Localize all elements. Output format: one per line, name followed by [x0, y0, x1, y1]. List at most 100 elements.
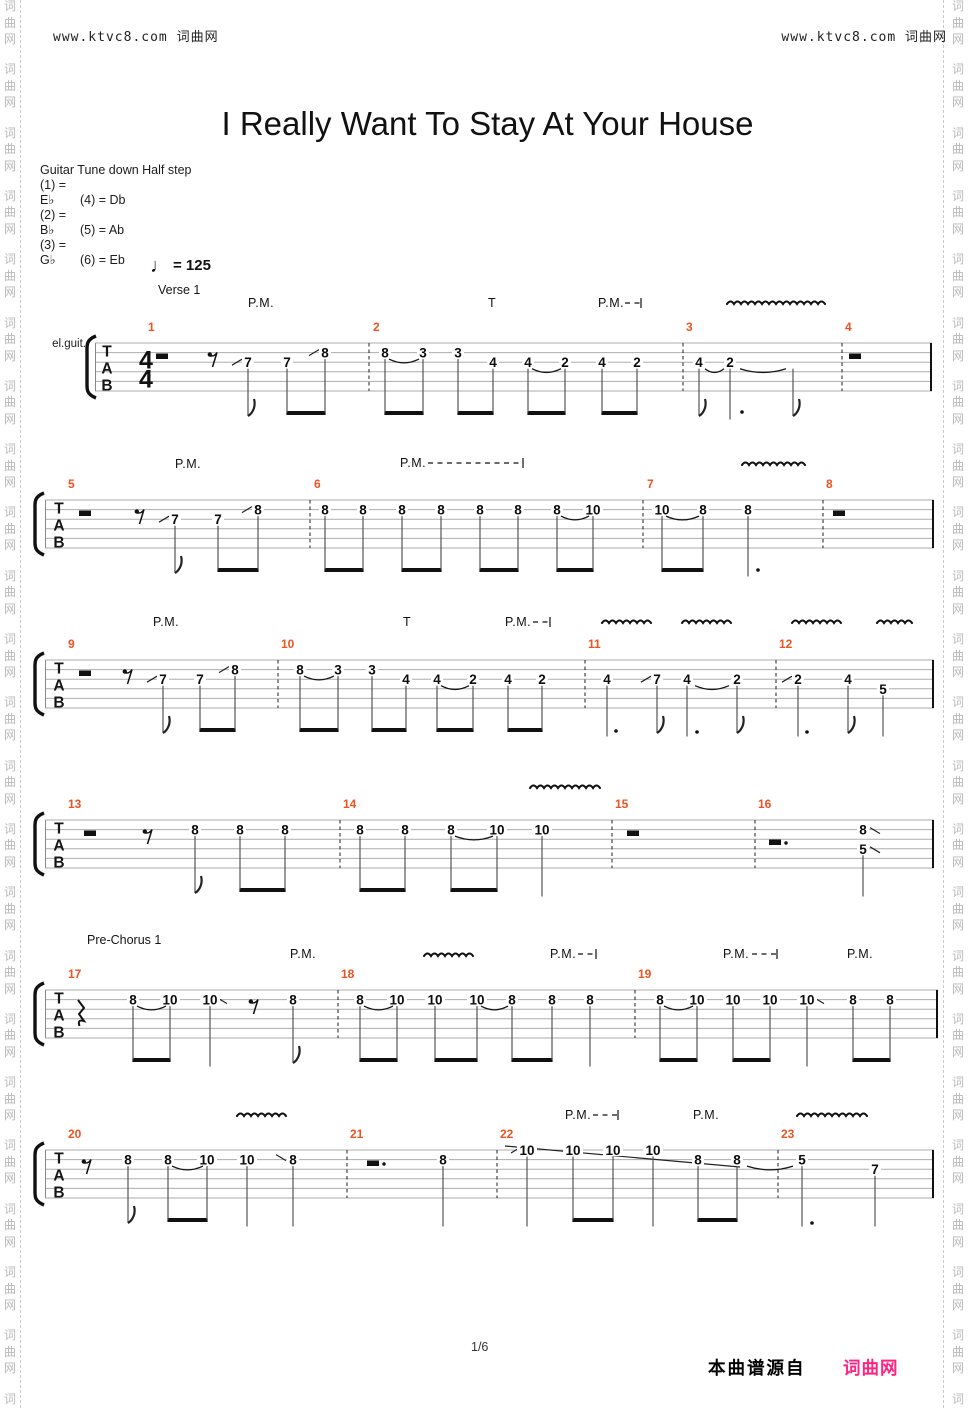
fret-number-bg: [692, 1153, 704, 1166]
tab-clef-letter: B: [53, 695, 64, 712]
fret-number-bg: [474, 503, 486, 516]
watermark-char: 网: [4, 1234, 17, 1249]
fret-number-bg: [160, 993, 180, 1006]
watermark-char: 曲: [4, 1281, 17, 1296]
vibrato-squiggle: [795, 1112, 869, 1118]
measure-number: 15: [615, 797, 629, 811]
watermark-char: 曲: [952, 775, 965, 790]
fret-number-bg: [601, 673, 613, 686]
tab-staff: TAB 20 21 22 23 8 8 10 10 8 8 10 10 10 10 8 8 5 7 P.M. P.M.: [33, 1108, 934, 1227]
fret-number: 8: [129, 993, 137, 1008]
watermark-char: 网: [952, 1234, 965, 1249]
tempo-marking: ♩ = 125: [150, 255, 211, 277]
fret-number: 10: [762, 993, 777, 1008]
tab-clef-letter: T: [54, 821, 64, 838]
fret-number-bg: [502, 673, 514, 686]
watermark-char: 词: [952, 948, 965, 963]
watermark-char: 曲: [4, 142, 17, 157]
fret-number-bg: [281, 356, 293, 369]
fret-number-bg: [197, 1153, 217, 1166]
tie: [440, 685, 470, 691]
eighth-flag: [736, 715, 745, 734]
tie: [388, 358, 420, 364]
vibrato-squiggle: [725, 300, 827, 306]
tuning-block: Guitar Tune down Half step (1) = E♭ (4) =…: [40, 163, 191, 268]
slide-in-mark: [640, 675, 652, 683]
watermark-char: 网: [952, 411, 965, 426]
rest-dot: [784, 841, 788, 845]
beam: [299, 728, 339, 732]
watermark-char: 曲: [4, 458, 17, 473]
vibrato-squiggle: [680, 619, 733, 625]
measure-number: 5: [68, 477, 75, 491]
watermark-char: 网: [952, 791, 965, 806]
song-title: I Really Want To Stay At Your House: [221, 105, 754, 142]
watermark-char: 网: [952, 1171, 965, 1186]
tie: [303, 675, 335, 681]
fret-number-bg: [287, 1153, 299, 1166]
tie: [665, 515, 700, 521]
watermark-char: 曲: [952, 1028, 965, 1043]
fret-number-bg: [517, 1144, 537, 1156]
fret-number-bg: [760, 993, 780, 1006]
watermark-char: 曲: [952, 1218, 965, 1233]
eighth-rest: [211, 352, 218, 368]
fret-number: 10: [489, 823, 504, 838]
fret-number-bg: [294, 663, 306, 676]
watermark-char: 网: [4, 475, 17, 490]
source-site-link[interactable]: 词曲网: [843, 1358, 899, 1378]
watermark-char: 词: [4, 1328, 17, 1343]
palm-mute-label: P.M.: [505, 615, 531, 629]
eighth-rest: [146, 829, 153, 845]
watermark-char: 词: [952, 568, 965, 583]
fret-number: 10: [725, 993, 740, 1008]
tuning-row: (3) = G♭ (6) = Eb: [40, 238, 125, 267]
watermark-char: 词: [952, 252, 965, 267]
fret-number: 8: [553, 503, 561, 518]
fret-number-bg: [431, 673, 443, 686]
fret-number: 4: [524, 355, 532, 370]
tab-clef-letter: B: [53, 855, 64, 872]
beam: [852, 1058, 891, 1062]
watermark-char: 网: [4, 1108, 17, 1123]
watermark-char: 网: [952, 1298, 965, 1312]
fret-number: 10: [799, 993, 814, 1008]
fret-number-bg: [354, 823, 366, 836]
measure-number: 7: [647, 477, 654, 491]
fret-number-bg: [512, 503, 524, 516]
beam: [384, 411, 424, 415]
watermark-char: 网: [4, 95, 17, 110]
fret-number: 8: [289, 993, 297, 1008]
beam: [217, 568, 259, 572]
watermark-char: 网: [4, 285, 17, 300]
fret-number: 5: [859, 842, 867, 857]
eighth-flag: [162, 715, 171, 734]
watermark-char: 词: [4, 1265, 17, 1279]
watermark-char: 词: [952, 378, 965, 393]
eighth-rest: [252, 999, 259, 1015]
vibrato-squiggle: [235, 1112, 288, 1118]
fret-number: 8: [508, 993, 516, 1008]
watermark-char: 网: [952, 1108, 965, 1123]
watermark-char: 网: [4, 601, 17, 616]
watermark-char: 曲: [952, 648, 965, 663]
watermark-char: 曲: [952, 521, 965, 536]
tab-clef-letter: A: [53, 838, 64, 855]
fret-number: 10: [605, 1143, 620, 1158]
watermark-char: 曲: [4, 205, 17, 220]
vibrato-squiggle: [528, 784, 602, 790]
fret-number-bg: [487, 356, 499, 369]
fret-number: 8: [849, 993, 857, 1008]
fret-number-bg: [857, 823, 869, 836]
tab-clef-letter: A: [53, 518, 64, 535]
fret-number: 7: [171, 512, 179, 527]
watermark-char: 词: [4, 505, 17, 520]
tab-clef-letter: T: [54, 1151, 64, 1168]
fret-number-bg: [723, 993, 743, 1006]
watermark-char: 网: [4, 158, 17, 173]
tab-clef-letter: B: [53, 1025, 64, 1042]
tab-staff: TAB 13 14 15 16 8 8 8 8 8 8 10 10 8 5: [33, 784, 934, 897]
fret-number-bg: [842, 673, 854, 686]
fret-number: 8: [401, 823, 409, 838]
fret-number-bg: [127, 993, 139, 1006]
